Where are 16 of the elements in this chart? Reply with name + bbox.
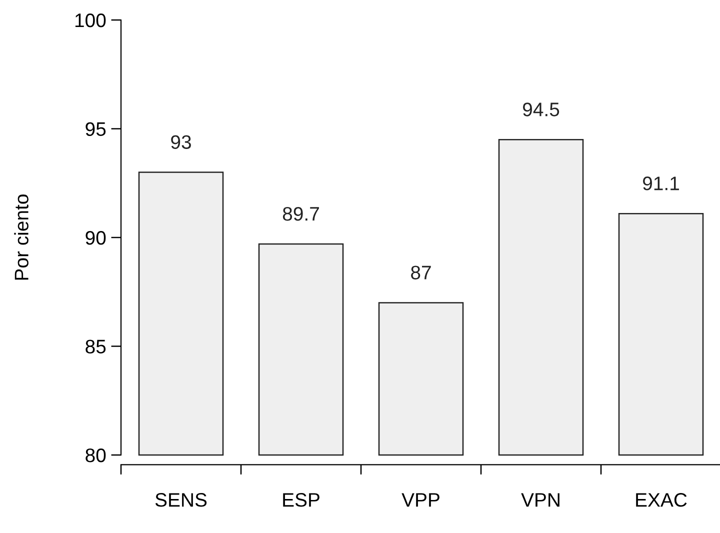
y-tick-label: 100 bbox=[75, 13, 106, 28]
data-label: 87 bbox=[411, 266, 431, 280]
x-tick-label: ESP bbox=[283, 493, 320, 507]
data-label: 93 bbox=[171, 135, 191, 149]
x-tick-label: VPP bbox=[402, 493, 440, 507]
y-axis-title: Por ciento bbox=[14, 194, 28, 280]
data-label: 89.7 bbox=[282, 206, 319, 221]
data-label: 91.1 bbox=[642, 176, 679, 190]
y-tick-label: 90 bbox=[86, 230, 106, 245]
y-tick-label: 80 bbox=[86, 448, 106, 462]
data-label: 94.5 bbox=[522, 102, 560, 116]
x-tick-label: SENS bbox=[155, 493, 207, 507]
y-tick-label: 95 bbox=[86, 122, 106, 136]
x-tick-label: VPN bbox=[521, 493, 560, 507]
x-tick-label: EXAC bbox=[636, 493, 687, 507]
y-tick-label: 85 bbox=[86, 340, 106, 354]
